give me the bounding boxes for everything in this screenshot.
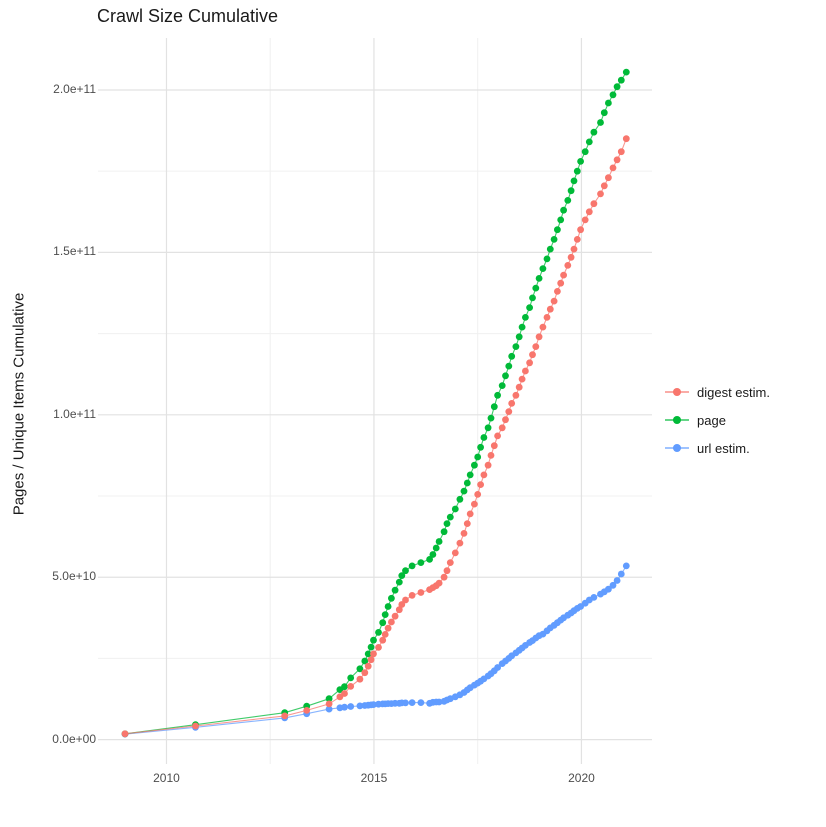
legend-label-digest-estim: digest estim. (697, 384, 770, 400)
legend-item-page: page (664, 406, 770, 434)
legend-item-digest-estim: digest estim. (664, 378, 770, 406)
y-tick-label-5e10: 5.0e+10 (52, 569, 96, 584)
x-tick-label-2020: 2020 (568, 771, 595, 785)
x-tick-label-2015: 2015 (360, 771, 388, 785)
chart-title: Crawl Size Cumulative (97, 6, 279, 26)
y-axis-title-text: Pages / Unique Items Cumulative (10, 292, 28, 516)
series-page (121, 68, 630, 738)
legend-item-url-estim: url estim. (664, 434, 770, 462)
y-tick-label-0: 0.0e+00 (52, 731, 96, 746)
x-tick-label-2010: 2010 (153, 771, 180, 785)
legend-label-page: page (697, 412, 726, 428)
y-tick-label-15e11: 1.5e+11 (53, 244, 96, 259)
y-tick-label-2e11: 2.0e+11 (53, 81, 96, 96)
legend: digest estim. page url estim. (664, 378, 770, 462)
legend-key-url-icon (665, 444, 689, 452)
series-digest-estim (121, 135, 630, 738)
series-url-estim (121, 562, 630, 738)
legend-key-digest-icon (665, 388, 689, 396)
legend-label-url-estim: url estim. (697, 440, 750, 456)
y-tick-label-1e11: 1.0e+11 (53, 406, 96, 421)
legend-key-page-icon (665, 416, 689, 424)
